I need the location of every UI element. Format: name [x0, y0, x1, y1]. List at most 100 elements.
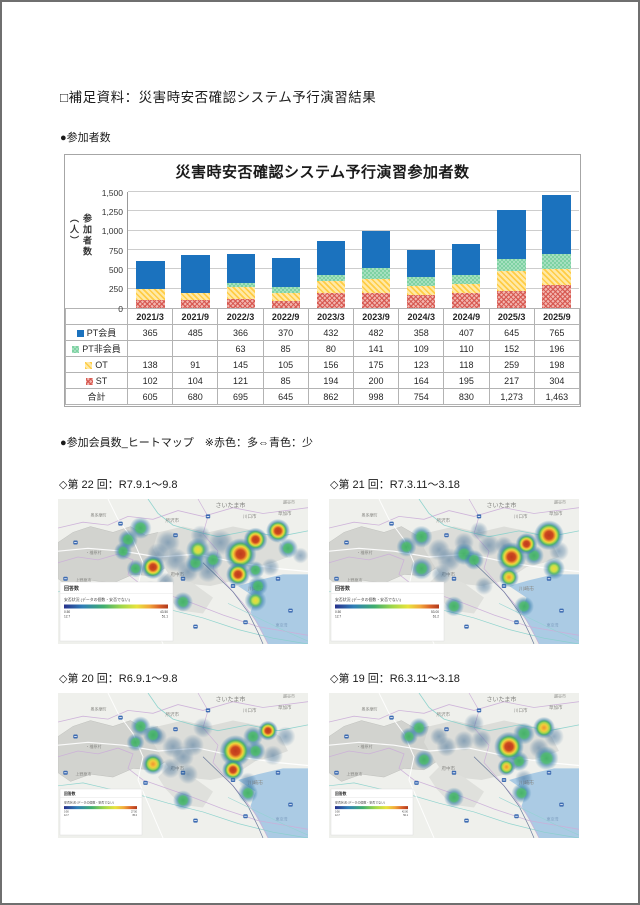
table-cell: 200: [352, 372, 400, 389]
bar-segment-pt: [181, 255, 210, 293]
heat-blob-g: [126, 559, 145, 578]
table-cell: 110: [443, 340, 490, 357]
table-cell: 194: [307, 372, 354, 389]
bar-column: [534, 192, 579, 308]
road-shield-mark: [244, 621, 247, 623]
legend-swatch-ot: [85, 361, 93, 369]
road-shield-mark: [206, 516, 210, 517]
table-cell: 196: [533, 340, 581, 357]
grid-line: [128, 249, 579, 250]
series-label: ST: [65, 372, 128, 389]
bar-segment-st: [542, 284, 571, 308]
bar-column: [308, 192, 353, 308]
table-cell: 645: [488, 324, 535, 341]
legend-min-value2: 12.7: [64, 814, 69, 817]
map-legend-box: [59, 581, 174, 642]
plot-area: 0 250 500 750 1,000 1,250 1,500: [102, 188, 579, 314]
legend-max-value2: 51.1: [162, 615, 168, 619]
table-cell: 85: [262, 340, 309, 357]
road-shield-mark: [244, 815, 247, 817]
legend-swatch-pt: [76, 330, 84, 337]
heat-blob-b: [261, 558, 280, 577]
stacked-bar: [406, 249, 436, 308]
table-cell: 109: [398, 340, 445, 357]
bar-segment-ot: [271, 293, 301, 302]
map-place-label: 奥多摩町: [362, 511, 378, 517]
table-cell: 754: [398, 388, 445, 405]
road-shield-mark: [502, 779, 506, 781]
heat-blob-g: [114, 542, 132, 561]
road-shield-mark: [445, 534, 448, 536]
heat-blob-g: [238, 783, 258, 804]
heat-blob-b: [478, 534, 500, 557]
map-road: [58, 747, 308, 830]
map-place-label: さいたま市: [216, 502, 246, 510]
stacked-bar: [181, 255, 210, 308]
map-place-label: 府中市: [442, 765, 456, 772]
y-tick-label: 250: [108, 284, 123, 295]
road-shield-mark: [345, 736, 348, 737]
table-cell: 118: [443, 356, 490, 373]
legend-gradient-bar: [64, 604, 168, 609]
table-cell: 358: [398, 324, 445, 341]
table-cell: 407: [443, 324, 490, 341]
map-road: [58, 553, 308, 636]
heat-blob-g: [173, 790, 193, 811]
road-shield-mark: [452, 772, 456, 774]
heat-blob-b: [431, 564, 452, 585]
map-road: [329, 507, 579, 529]
map-place-label: 川口市: [514, 513, 528, 520]
heat-blob-o: [142, 753, 164, 776]
map-place-label: 川口市: [243, 513, 257, 520]
bar-segment-ot: [181, 292, 210, 300]
heat-blob-b: [263, 745, 283, 766]
table-year-header: 2023/9: [352, 308, 400, 325]
heat-blob-b: [475, 577, 493, 595]
map-road: [473, 562, 535, 644]
stacked-bar: [542, 194, 571, 308]
legend-gradient-bar: [335, 806, 408, 810]
bar-segment-pt: [316, 241, 346, 275]
map-place-label: 上野原市: [347, 771, 363, 777]
legend-min-value2: 12.7: [64, 615, 70, 619]
heat-blob-r: [222, 758, 244, 781]
road-shield-mark: [289, 804, 292, 806]
heatmap-grid: ◇第 22 回：R7.9.1～9.8 奥多摩町 さいたま市 越谷市 川口市 草加市 所沢市…: [58, 476, 580, 838]
total-label: 合計: [65, 388, 128, 405]
heat-blob-g: [126, 733, 145, 752]
road-shield-mark: [64, 578, 67, 580]
bar-segment-ot: [542, 269, 571, 285]
road-shield-mark: [390, 717, 393, 719]
bar-segment-pt: [136, 261, 165, 290]
road-shield-mark: [144, 782, 147, 784]
bar-segment-st: [316, 293, 346, 308]
heat-blob-g: [444, 596, 464, 617]
table-year-header: 2024/3: [398, 308, 445, 325]
heat-blob-r: [534, 520, 564, 551]
y-tick-label: 1,500: [101, 187, 123, 198]
table-year-header: 2024/9: [443, 308, 490, 325]
bar-segment-ptn: [452, 275, 481, 284]
road-shield-mark: [465, 820, 468, 821]
road-shield-mark: [74, 736, 77, 737]
road-shield-mark: [194, 820, 197, 821]
bar-segment-ot: [406, 285, 436, 296]
road-shield-mark: [477, 516, 481, 517]
heat-blob-g: [173, 591, 193, 612]
map-place-label: 草加市: [278, 510, 292, 517]
y-axis-title: 参加者数（人）: [69, 214, 92, 259]
heat-blob-r: [243, 527, 268, 552]
table-cell: 175: [352, 356, 400, 373]
map-road: [227, 603, 308, 642]
grid-line: [128, 210, 579, 212]
map-place-label: 所沢市: [166, 517, 180, 524]
bar-segment-pt: [542, 194, 571, 255]
map-place-label: 越谷市: [554, 693, 566, 698]
table-cell: 156: [307, 356, 354, 373]
map-water: [509, 574, 579, 644]
bar-segment-st: [452, 292, 481, 308]
table-cell: 680: [172, 388, 219, 405]
heat-blob-y: [186, 537, 210, 562]
table-cell: 862: [307, 388, 354, 405]
map-road: [498, 603, 579, 642]
